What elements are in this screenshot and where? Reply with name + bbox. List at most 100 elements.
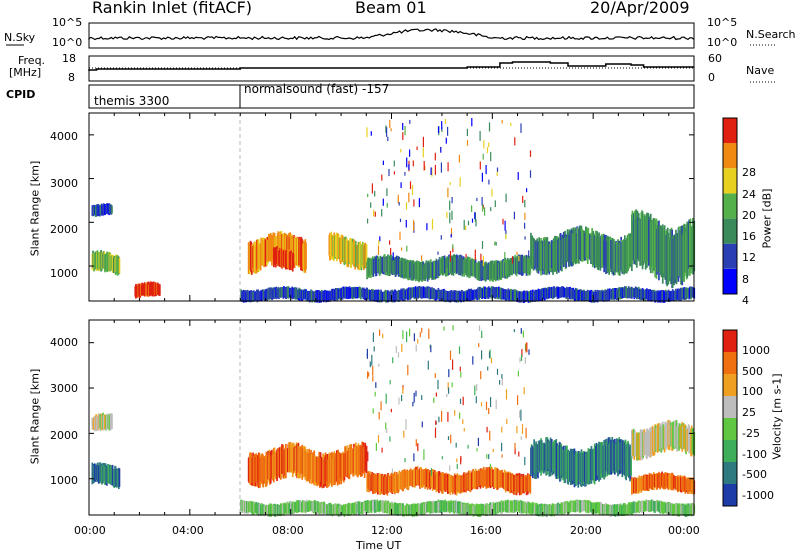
scatter-echo [398,397,400,405]
scatter-echo [517,395,519,405]
scatter-echo [400,148,402,153]
scatter-echo [502,218,504,225]
xtick-1: 04:00 [172,524,204,537]
scatter-echo [448,387,450,394]
scatter-echo [431,167,433,177]
scatter-echo [415,390,417,397]
scatter-echo [406,245,408,252]
scatter-echo [460,458,462,465]
scatter-echo [412,401,414,407]
xtick-0: 00:00 [74,524,106,537]
scatter-echo [381,174,383,181]
scatter-echo [478,325,481,331]
scatter-echo [458,154,460,163]
scatter-echo [480,402,483,407]
scatter-echo [472,356,474,365]
scatter-echo [370,202,372,208]
scatter-echo [496,167,499,172]
scatter-echo [517,172,519,180]
beam-title: Beam 01 [355,0,427,17]
scatter-echo [456,458,458,463]
scatter-echo [465,253,467,258]
scatter-echo [427,360,429,370]
scatter-echo [385,125,387,133]
scatter-echo [391,468,393,474]
scatter-echo [451,382,453,388]
scatter-echo [390,408,392,413]
scatter-echo [481,350,483,360]
scatter-echo [395,346,397,353]
scatter-echo [440,162,442,173]
xtick-5: 20:00 [570,524,602,537]
scatter-echo [447,436,450,440]
cpid-panel-frame [88,84,695,109]
scatter-echo [462,419,464,424]
scatter-echo [377,245,380,255]
scatter-echo [402,386,404,394]
scatter-echo [434,152,436,161]
colorbar-swatch [723,330,737,352]
scatter-echo [446,211,448,219]
scatter-echo [524,199,526,208]
vel-cb-tick-500: 500 [742,365,763,378]
scatter-echo [451,210,453,220]
scatter-echo [521,424,524,434]
scatter-echo [490,151,492,162]
scatter-echo [481,330,483,338]
echo-cell [118,468,121,487]
scatter-echo [397,352,400,358]
scatter-echo [447,162,449,172]
noise-tick-right-bottom: 10^0 [707,36,738,49]
noise-trace [88,28,695,41]
scatter-echo [514,448,516,455]
scatter-echo [401,394,403,402]
colorbar-swatch [723,484,737,506]
scatter-echo [517,370,519,377]
colorbar-swatch [723,168,737,194]
scatter-echo [482,204,484,212]
colorbar-frame [722,329,738,507]
scatter-echo [393,171,395,175]
scatter-echo [494,241,496,246]
vel-cb-tick-m100: -100 [742,448,767,461]
colorbar-swatch [723,462,737,484]
scatter-echo [419,332,421,338]
scatter-echo [455,442,457,448]
scatter-echo [440,235,442,240]
scatter-echo [459,398,462,404]
scatter-echo [521,349,523,358]
scatter-echo [450,234,452,238]
noise-sky-line [88,28,695,41]
scatter-echo [375,382,377,388]
power-data [91,118,696,303]
scatter-echo [456,463,458,469]
scatter-echo [526,188,528,193]
scatter-echo [516,251,518,255]
echo-cell [111,413,113,429]
echo-cell [630,444,632,476]
scatter-echo [385,422,387,430]
scatter-echo [476,448,478,452]
scatter-echo [484,207,486,216]
scatter-echo [488,122,491,132]
scatter-echo [492,448,494,453]
scatter-echo [413,392,415,403]
scatter-echo [475,396,477,404]
scatter-echo [466,139,469,146]
scatter-echo [485,165,487,175]
scatter-echo [437,251,439,255]
scatter-echo [382,333,384,339]
scatter-echo [389,436,391,442]
scatter-echo [514,442,516,450]
scatter-echo [449,465,451,472]
scatter-echo [495,399,497,410]
scatter-echo [524,357,526,364]
scatter-echo [481,197,483,206]
velocity-data [91,325,696,517]
scatter-echo [520,354,523,361]
scatter-echo [447,412,449,422]
power-cb-tick-4: 4 [742,294,749,307]
scatter-echo [405,419,407,430]
scatter-echo [459,412,461,419]
